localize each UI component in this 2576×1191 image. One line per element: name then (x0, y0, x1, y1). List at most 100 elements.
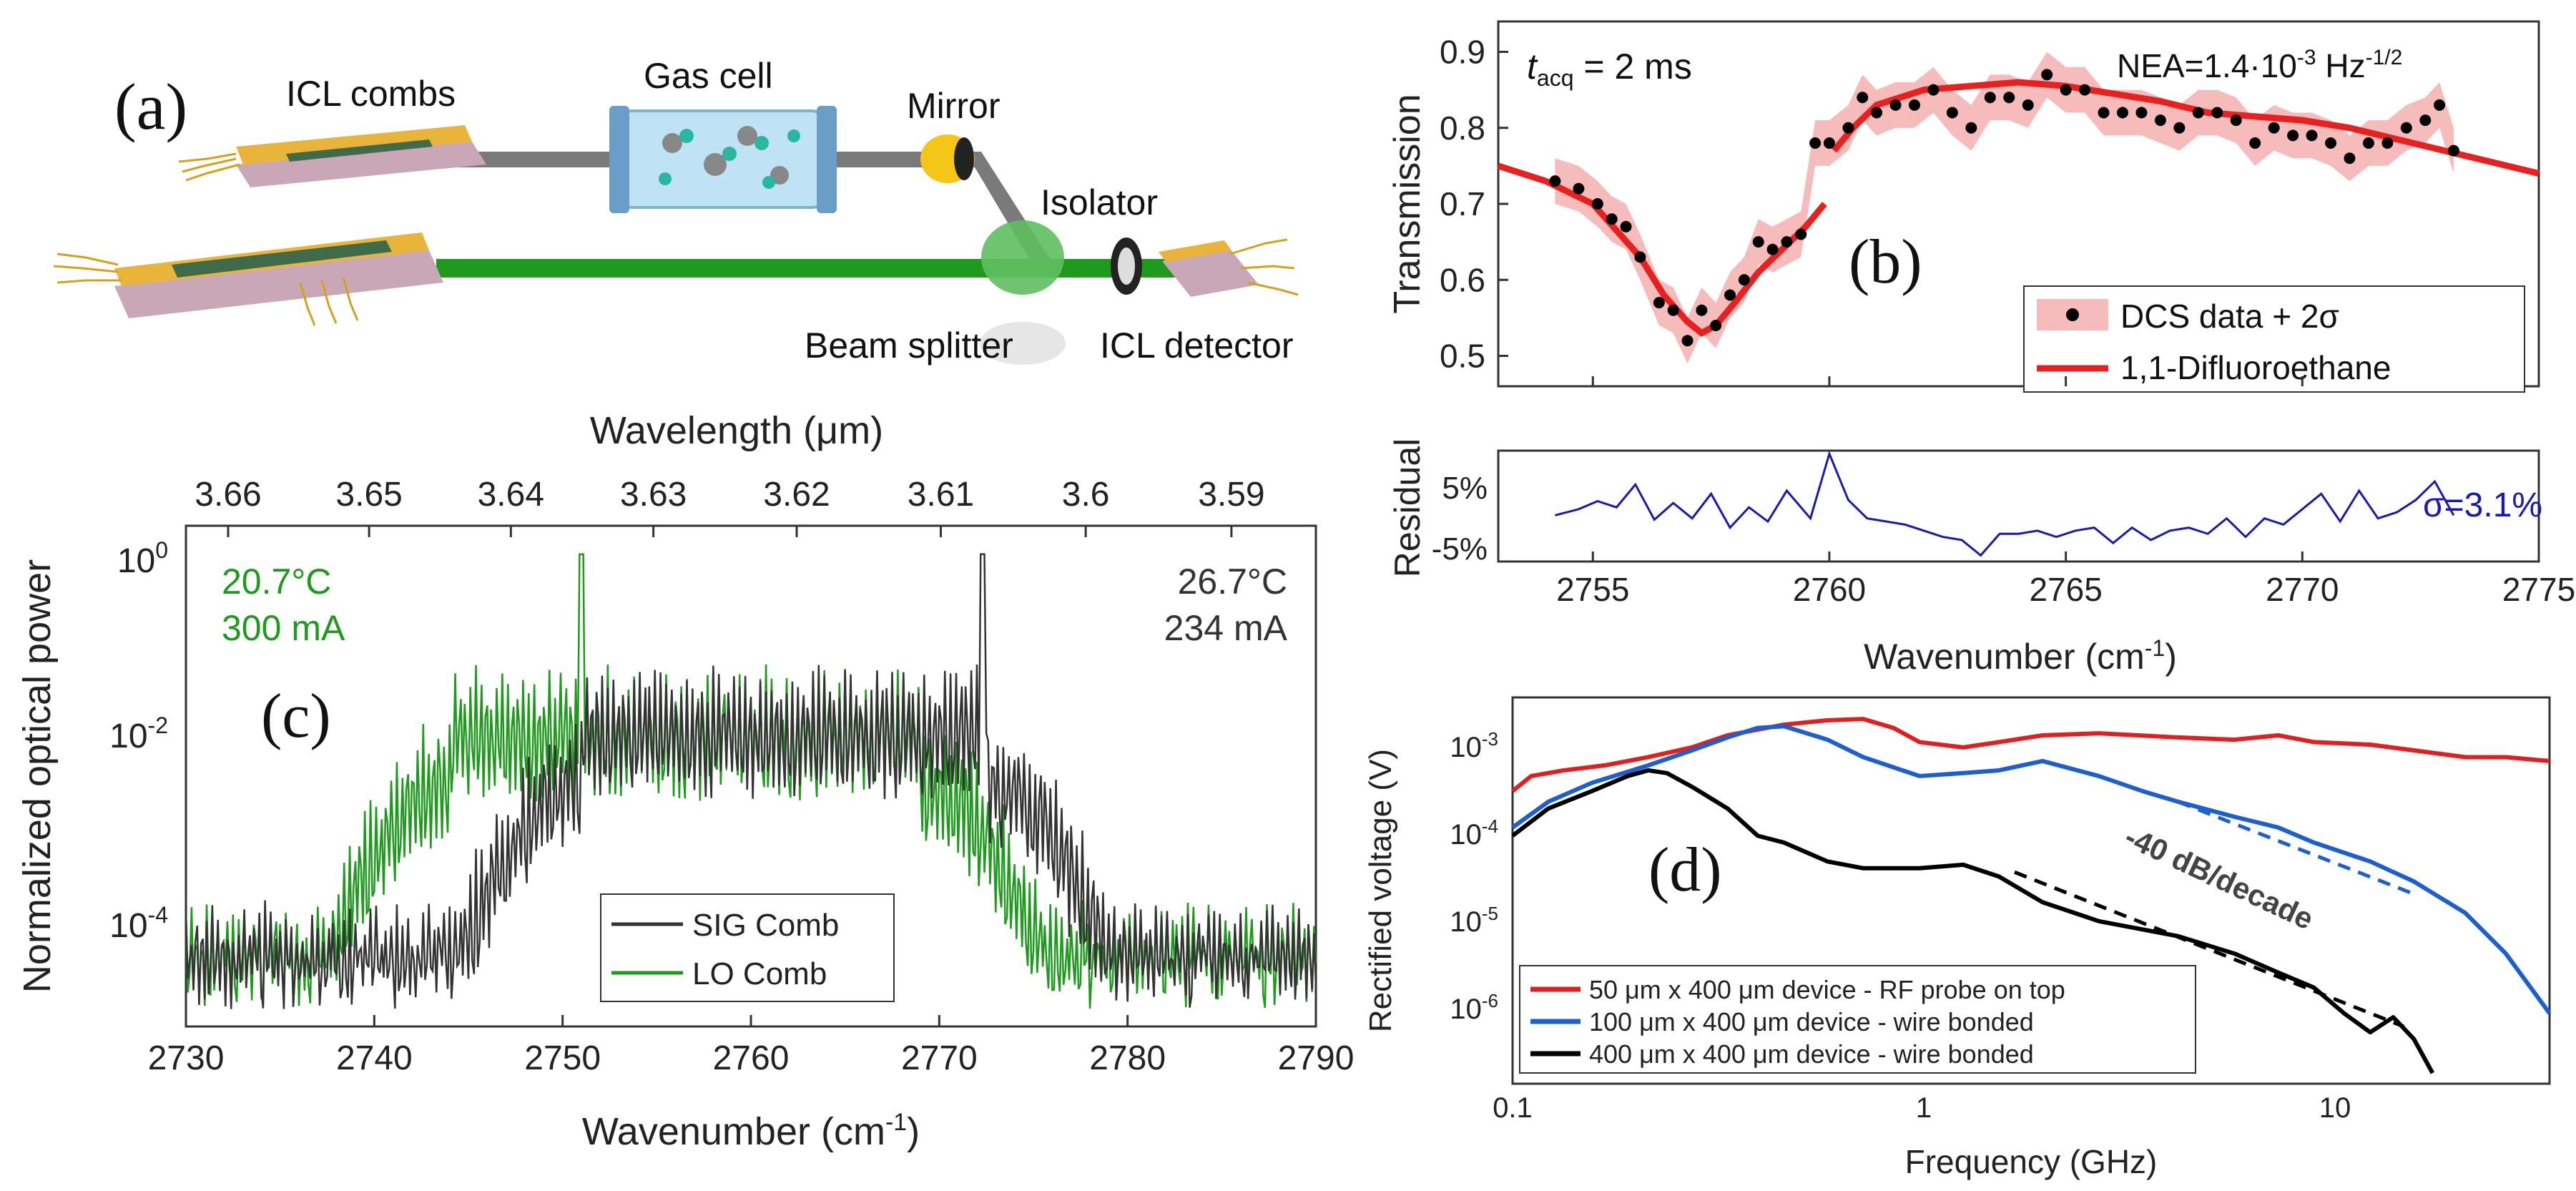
residual-trace (1554, 450, 2455, 557)
c-top-xtick-label: 3.61 (908, 476, 974, 514)
c-top-xtick-label: 3.62 (763, 476, 830, 514)
c-xtick-label: 2770 (901, 1039, 978, 1077)
data-point (2287, 129, 2299, 142)
data-point (1965, 122, 1977, 134)
data-point (1889, 99, 1902, 111)
legend-dcs-data: DCS data + 2σ (2120, 298, 2339, 335)
residual-line (1554, 450, 2455, 557)
c-top-xtick-label: 3.64 (478, 476, 544, 514)
data-point (1871, 107, 1883, 119)
legend-d-black: 400 μm x 400 μm device - wire bonded (1589, 1039, 2034, 1069)
panel-d-legend: 50 μm x 400 μm device - RF probe on top … (1519, 965, 2196, 1074)
panel-d: 10-3 10-4 10-5 10-6 0.1 1 10 Rectified v… (1363, 696, 2552, 1180)
c-xtick-label: 2780 (1089, 1039, 1166, 1077)
b-ytick-label: 0.8 (1440, 109, 1485, 147)
icl-combs-label: ICL combs (286, 74, 456, 114)
data-point (2003, 92, 2015, 104)
d-xtick-1: 1 (1916, 1092, 1932, 1124)
c-top-xtick-label: 3.63 (620, 476, 687, 514)
legend-lo-comb: LO Comb (692, 956, 827, 991)
data-point (1857, 92, 1869, 104)
panel-b-legend: DCS data + 2σ 1,1-Difluoroethane (2023, 285, 2525, 393)
data-point (2173, 122, 2186, 134)
d-ytick-1e-4: 10-4 (1450, 815, 1498, 851)
c-top-xtick-label: 3.66 (195, 476, 261, 514)
d-xtick-0.1: 0.1 (1493, 1092, 1533, 1124)
icl-comb-chip-bottom (53, 232, 443, 326)
icl-comb-chip-top (178, 125, 486, 187)
sig-comb-trace (185, 553, 1317, 1009)
data-point (1724, 289, 1736, 301)
c-ytick-1e0: 100 (117, 537, 168, 580)
data-point (1809, 137, 1822, 149)
sig-comb-spectrum (185, 553, 1317, 1009)
isolator-label: Isolator (1041, 182, 1158, 222)
lo-beam (436, 259, 1180, 278)
panel-d-xticks: 0.1 1 10 (1493, 1092, 2351, 1124)
fit-black (2014, 870, 2405, 1029)
panel-b: 0.5 0.6 0.7 0.8 0.9 Transmission tacq = 2 ms… (1387, 20, 2575, 677)
icl-detector-label: ICL detector (1100, 325, 1294, 366)
two-sigma-band (1555, 52, 2454, 364)
b-ytick-label: 0.9 (1440, 34, 1485, 71)
d-curve-2 (1511, 768, 2435, 1074)
mirror-label: Mirror (907, 86, 1001, 126)
panel-d-axes (1511, 696, 2551, 1085)
panel-d-yticks: 10-3 10-4 10-5 10-6 (1450, 728, 1498, 1025)
data-point (2268, 122, 2280, 134)
model-curve-segment (1832, 79, 2540, 177)
data-point (1591, 198, 1603, 210)
panel-b-label: (b) (1849, 227, 1922, 297)
residual-sigma: σ=3.1% (2423, 486, 2542, 524)
panel-b-ylabel: Transmission (1387, 94, 1428, 313)
legend-d-blue: 100 μm x 400 μm device - wire bonded (1589, 1007, 2034, 1036)
data-point (1681, 335, 1693, 347)
b-xtick-label: 2760 (1793, 571, 1866, 608)
sig-current: 234 mA (1164, 608, 1288, 648)
data-point (1549, 175, 1561, 187)
sig-beam-left (458, 152, 622, 167)
d-ytick-1e-3: 10-3 (1450, 728, 1498, 763)
b-xtick-label: 2755 (1556, 571, 1629, 608)
panel-d-fits (2014, 800, 2415, 1029)
c-xtick-label: 2740 (336, 1039, 413, 1077)
d-ytick-1e-5: 10-5 (1450, 903, 1498, 938)
panel-d-ylabel: Rectified voltage (V) (1363, 749, 1398, 1032)
data-point (2079, 84, 2091, 96)
c-ytick-1e-4: 10-4 (109, 902, 168, 945)
d-ytick-1e-6: 10-6 (1450, 990, 1498, 1025)
lo-current: 300 mA (222, 608, 345, 648)
panel-c-ylabel: Normalized optical power (16, 559, 59, 993)
data-point (2230, 114, 2242, 127)
gas-cell-label: Gas cell (644, 56, 773, 96)
panel-a-label: (a) (114, 70, 187, 143)
residual-axes (1497, 449, 2540, 563)
panel-c: 2730 2740 2750 2760 2770 2780 2790 3.66 3.65 3.6… (16, 409, 1354, 1153)
data-point (2022, 99, 2034, 111)
c-xtick-label: 2790 (1278, 1039, 1355, 1077)
mirror (920, 134, 975, 183)
data-point (1667, 304, 1679, 316)
data-point (1766, 243, 1779, 255)
data-point (1738, 274, 1750, 286)
panel-c-xlabel: Wavenumber (cm-1) (582, 1109, 920, 1153)
b-ytick-label: 0.5 (1440, 338, 1485, 375)
b-xtick-label: 2765 (2029, 571, 2102, 608)
data-point (1823, 137, 1835, 149)
panel-a: (a) ICL combs (53, 56, 1299, 366)
data-point (1620, 220, 1632, 232)
panel-b-xticks: 2755 2760 2765 2770 2775 (1556, 376, 2575, 608)
panel-d-xlabel: Frequency (GHz) (1905, 1143, 2158, 1180)
panel-c-xticks: 2730 2740 2750 2760 2770 2780 2790 (148, 1015, 1355, 1077)
data-point (1842, 122, 1854, 134)
sig-temp: 26.7°C (1178, 562, 1287, 602)
residual-tick-neg: -5% (1432, 531, 1488, 567)
panel-d-curves (1511, 717, 2552, 1074)
data-point (1606, 213, 1618, 225)
data-point (2041, 69, 2053, 81)
panel-b-data-points (1549, 69, 2459, 347)
c-ytick-1e-2: 10-2 (109, 712, 168, 755)
data-point (2306, 129, 2318, 142)
data-point (2325, 137, 2336, 149)
